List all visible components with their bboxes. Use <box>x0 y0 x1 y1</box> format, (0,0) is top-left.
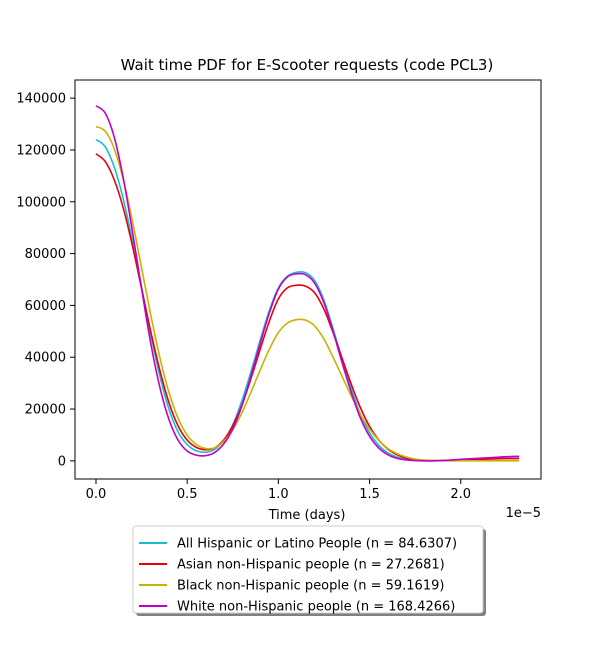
legend-label: Black non-Hispanic people (n = 59.1619) <box>177 579 444 594</box>
series-lines <box>95 105 520 462</box>
series-line-4 <box>95 105 520 462</box>
x-tick-label: 0.0 <box>86 487 107 502</box>
x-axis-offset-label: 1e−5 <box>506 506 541 521</box>
y-tick-label: 40000 <box>25 351 66 366</box>
x-tick-label: 1.0 <box>268 487 289 502</box>
plot-frame <box>74 79 542 480</box>
legend-label: All Hispanic or Latino People (n = 84.63… <box>177 537 457 552</box>
y-tick-label: 120000 <box>16 143 66 158</box>
legend-label: Asian non-Hispanic people (n = 27.2681) <box>177 558 445 573</box>
x-axis: 0.0 0.5 1.0 1.5 2.0 <box>86 479 471 502</box>
y-tick-label: 80000 <box>25 247 66 262</box>
y-axis: 0 20000 40000 60000 80000 100000 120000 140000 <box>16 92 75 469</box>
chart-title: Wait time PDF for E-Scooter requests (co… <box>121 56 494 74</box>
y-tick-label: 140000 <box>16 92 66 107</box>
legend-box <box>132 525 484 614</box>
legend: All Hispanic or Latino People (n = 84.63… <box>132 525 486 616</box>
series-line-1 <box>95 138 520 462</box>
y-tick-label: 0 <box>58 454 66 469</box>
y-tick-label: 20000 <box>25 403 66 418</box>
x-tick-label: 0.5 <box>177 487 198 502</box>
x-tick-label: 1.5 <box>359 487 380 502</box>
x-tick-label: 2.0 <box>450 487 471 502</box>
series-line-3 <box>95 125 520 462</box>
legend-label: White non-Hispanic people (n = 168.4266) <box>177 600 455 615</box>
y-tick-label: 60000 <box>25 299 66 314</box>
x-axis-label: Time (days) <box>268 508 346 523</box>
y-tick-label: 100000 <box>16 195 66 210</box>
series-line-2 <box>95 153 520 462</box>
